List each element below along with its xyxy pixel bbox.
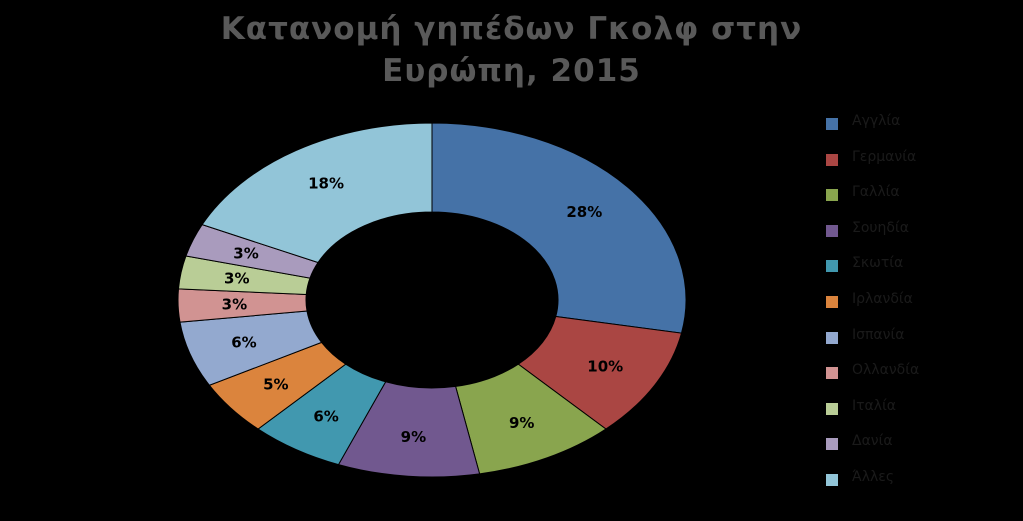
slice-label-9: 3% bbox=[224, 269, 249, 287]
slice-label-2: 10% bbox=[587, 357, 623, 375]
slice-label-5: 6% bbox=[313, 407, 338, 425]
slice-label-10: 3% bbox=[233, 244, 258, 262]
legend-label: Σουηδία bbox=[852, 219, 909, 236]
legend-swatch bbox=[826, 402, 838, 415]
legend-label: Ιρλανδία bbox=[852, 290, 913, 307]
slice-label-11: 18% bbox=[308, 175, 344, 193]
chart-title-line-2: Ευρώπη, 2015 bbox=[382, 53, 641, 89]
legend-swatch bbox=[826, 224, 838, 237]
legend-item: Ιταλία bbox=[826, 397, 1016, 433]
slice-1 bbox=[431, 122, 687, 334]
slice-label-4: 9% bbox=[401, 428, 426, 446]
chart-title-line-1: Κατανομή γηπέδων Γκολφ στην bbox=[220, 11, 803, 47]
legend-item: Αγγλία bbox=[826, 112, 1016, 148]
legend-swatch bbox=[826, 295, 838, 308]
legend-label: Σκωτία bbox=[852, 255, 904, 272]
legend-label: Ισπανία bbox=[852, 326, 905, 343]
legend-item: Άλλες bbox=[826, 468, 1016, 504]
legend-item: Σουηδία bbox=[826, 219, 1016, 255]
legend-swatch bbox=[826, 118, 838, 130]
legend-item: Σκωτία bbox=[826, 254, 1016, 290]
legend-swatch bbox=[826, 189, 838, 202]
legend-swatch bbox=[826, 153, 838, 166]
legend-label: Αγγλία bbox=[852, 113, 901, 129]
legend-item: Δανία bbox=[826, 432, 1016, 468]
legend-label: Άλλες bbox=[852, 468, 895, 485]
legend-label: Ολλανδία bbox=[852, 362, 920, 379]
legend-item: Ισπανία bbox=[826, 326, 1016, 362]
legend-swatch bbox=[826, 367, 838, 380]
legend-swatch bbox=[826, 438, 838, 451]
slice-label-1: 28% bbox=[566, 203, 602, 221]
slice-label-7: 6% bbox=[231, 334, 256, 352]
legend-swatch bbox=[826, 260, 838, 273]
slice-label-3: 9% bbox=[509, 414, 534, 432]
legend-item: Ολλανδία bbox=[826, 361, 1016, 397]
legend-item: Γερμανία bbox=[826, 148, 1016, 184]
slice-label-6: 5% bbox=[263, 375, 288, 393]
legend-item: Γαλλία bbox=[826, 183, 1016, 219]
slice-label-8: 3% bbox=[222, 295, 247, 313]
legend-label: Γαλλία bbox=[852, 184, 900, 201]
legend-swatch bbox=[826, 331, 838, 344]
chart-legend: Αγγλία Γερμανία Γαλλία Σουηδία Σκωτία Ιρλανδί… bbox=[826, 112, 1016, 504]
legend-label: Δανία bbox=[852, 433, 893, 450]
slice-11 bbox=[201, 122, 433, 264]
legend-label: Ιταλία bbox=[852, 397, 897, 414]
legend-swatch bbox=[826, 473, 838, 486]
legend-item: Ιρλανδία bbox=[826, 290, 1016, 326]
legend-label: Γερμανία bbox=[852, 148, 917, 165]
chart-title: Κατανομή γηπέδων Γκολφ στην Ευρώπη, 2015 bbox=[0, 8, 1023, 92]
